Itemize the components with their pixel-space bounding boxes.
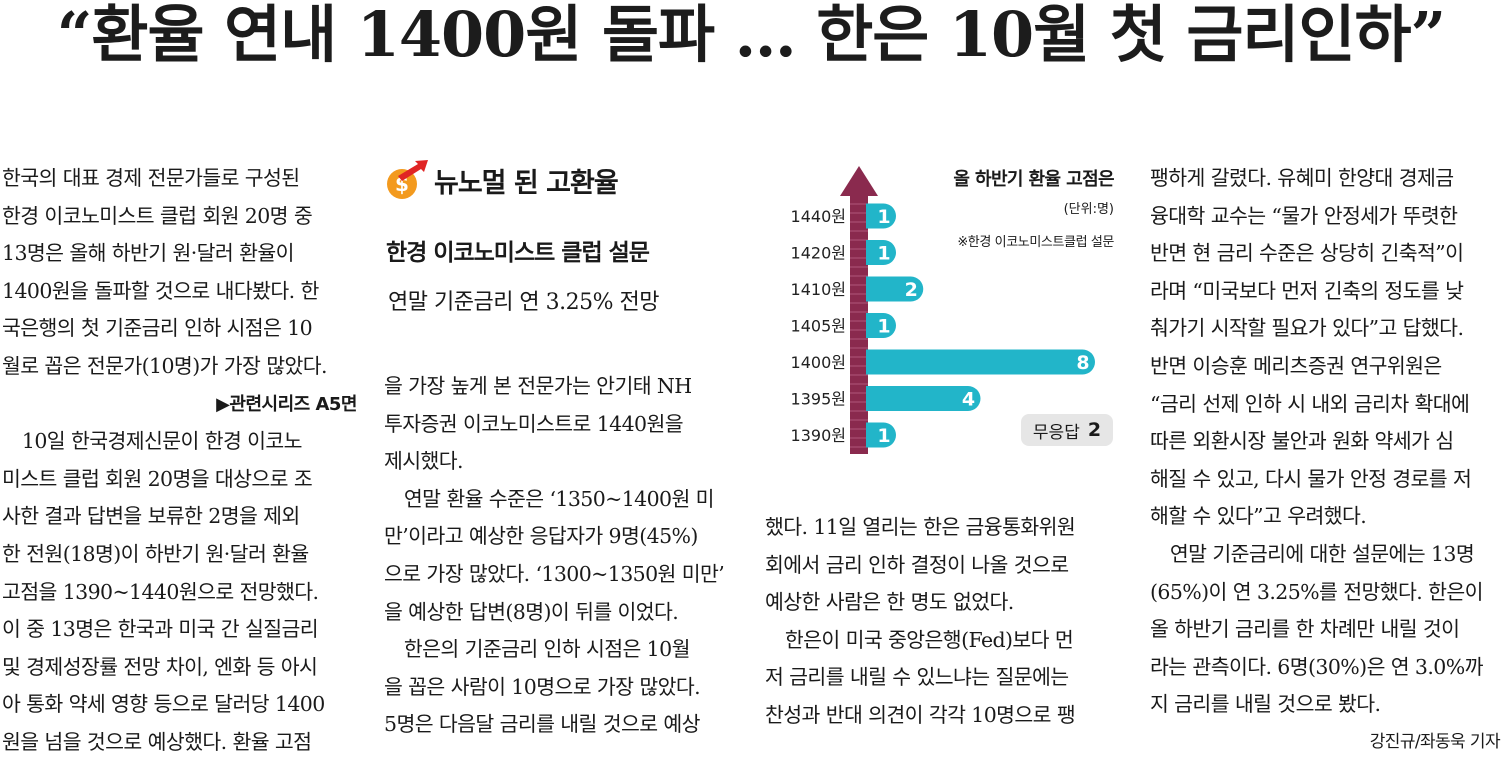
text-line: 월로 꼽은 전문가(10명)가 가장 많았다. xyxy=(2,353,328,378)
text-line: 팽하게 갈렸다. 유혜미 한양대 경제금 xyxy=(1150,166,1454,190)
text-line: 을 꼽은 사람이 10명으로 가장 많았다. xyxy=(384,674,701,699)
byline: 강진규/좌동욱 기자 xyxy=(1369,731,1501,752)
arrow-head xyxy=(840,166,878,196)
bar-cap xyxy=(866,313,879,338)
tick-label: 1420원 xyxy=(791,244,846,263)
text-line: 회에서 금리 인하 결정이 나올 것으로 xyxy=(765,552,1069,577)
bar-cap xyxy=(866,349,879,375)
text-line: 10일 한국경제신문이 한경 이코노 xyxy=(2,429,303,454)
text-line: 고점을 1390~1440원으로 전망했다. xyxy=(2,579,319,604)
chart-source: ※한경 이코노미스트클럽 설문 xyxy=(957,235,1114,250)
text-line: 아 통화 약세 영향 등으로 달러당 1400 xyxy=(2,692,325,717)
text-line: 반면 이승훈 메리츠증권 연구위원은 xyxy=(1150,353,1442,378)
graphic-title: $ 뉴노멀 된 고환율 xyxy=(384,158,619,202)
tick-label: 1390원 xyxy=(791,426,846,445)
text-line: “금리 선제 인하 시 내외 금리차 확대에 xyxy=(1150,391,1470,416)
bar xyxy=(866,386,981,411)
text-line: 따른 외환시장 불안과 원화 약세가 심 xyxy=(1150,429,1454,454)
bar-cap xyxy=(866,386,879,411)
text-line: 라며 “미국보다 먼저 긴축의 정도를 낮 xyxy=(1150,278,1464,303)
survey-title: 한경 이코노미스트 클럽 설문 xyxy=(386,240,650,266)
bar-cap xyxy=(866,240,879,265)
text-line: 연말 기준금리에 대한 설문에는 13명 xyxy=(1150,541,1475,566)
text-line: 찬성과 반대 의견이 각각 10명으로 팽 xyxy=(765,702,1076,727)
tick-label: 1395원 xyxy=(791,390,846,409)
text-line: 만’이라고 예상한 응답자가 9명(45%) xyxy=(384,524,698,549)
text-line: 5명은 다음달 금리를 내릴 것으로 예상 xyxy=(384,712,701,737)
text-line: 한경 이코노미스트 클럽 회원 20명 중 xyxy=(2,203,313,228)
dollar-arrow-icon: $ xyxy=(387,160,428,199)
text-line: 국은행의 첫 기준금리 인하 시점은 10 xyxy=(2,316,313,341)
chart-title: 올 하반기 환율 고점은 xyxy=(953,169,1114,190)
chart-unit: (단위:명) xyxy=(1063,202,1114,217)
text-line: 제시했다. xyxy=(384,449,464,474)
headline: “환율 연내 1400원 돌파 … 한은 10월 첫 금리인하” xyxy=(56,0,1446,71)
text-line: 사한 결과 답변을 보류한 2명을 제외 xyxy=(2,504,300,529)
graphic-title-text: 뉴노멀 된 고환율 xyxy=(434,167,619,199)
no-response-value: 2 xyxy=(1087,419,1102,441)
data-label: 1 xyxy=(877,316,890,338)
no-response-badge: 무응답 2 xyxy=(1021,414,1113,446)
text-line: 저 금리를 내릴 수 있느냐는 질문에는 xyxy=(765,665,1069,690)
related-series-link[interactable]: ▶관련시리즈 A5면 xyxy=(216,393,357,415)
text-line: 춰가기 시작할 필요가 있다”고 답했다. xyxy=(1150,316,1464,341)
text-line: 미스트 클럽 회원 20명을 대상으로 조 xyxy=(2,466,313,491)
bar-cap xyxy=(866,203,879,229)
text-line: 한은이 미국 중앙은행(Fed)보다 먼 xyxy=(765,627,1074,652)
survey-subtitle: 연말 기준금리 연 3.25% 전망 xyxy=(388,290,660,315)
text-line: 으로 가장 많았다. ‘1300~1350원 미만’ xyxy=(384,561,725,586)
text-line: 원을 넘을 것으로 예상했다. 환율 고점 xyxy=(2,729,312,754)
text-line: (65%)이 연 3.25%를 전망했다. 한은이 xyxy=(1150,579,1483,604)
text-line: 13명은 올해 하반기 원·달러 환율이 xyxy=(2,241,294,266)
text-line: 한은의 기준금리 인하 시점은 10월 xyxy=(384,637,691,662)
text-line: 이 중 13명은 한국과 미국 간 실질금리 xyxy=(2,617,319,642)
bar-cap xyxy=(866,276,879,302)
exchange-rate-peak-chart: 1440원 1 1420원 1 1410원 2 1405원 1 1400원 8 1395원 4 1390… xyxy=(791,166,1095,454)
text-line: 한 전원(18명)이 하반기 원·달러 환율 xyxy=(2,541,309,566)
text-line: 1400원을 돌파할 것으로 내다봤다. 한 xyxy=(2,278,319,303)
text-line: 한국의 대표 경제 전문가들로 구성된 xyxy=(2,166,300,190)
text-line: 했다. 11일 열리는 한은 금융통화위원 xyxy=(765,515,1076,539)
text-line: 투자증권 이코노미스트로 1440원을 xyxy=(384,411,684,436)
text-line: 라는 관측이다. 6명(30%)은 연 3.0%까 xyxy=(1150,654,1483,679)
text-line: 지 금리를 내릴 것으로 봤다. xyxy=(1150,692,1381,717)
text-line: 해질 수 있고, 다시 물가 안정 경로를 저 xyxy=(1150,466,1472,491)
bar xyxy=(866,276,924,302)
bar xyxy=(866,349,1095,375)
data-label: 1 xyxy=(877,206,890,228)
text-line: 예상한 사람은 한 명도 없었다. xyxy=(765,590,1014,615)
text-line: 및 경제성장률 전망 차이, 엔화 등 아시 xyxy=(2,654,318,679)
data-label: 8 xyxy=(1076,352,1089,374)
tick-label: 1410원 xyxy=(791,280,846,299)
text-line: 연말 환율 수준은 ‘1350~1400원 미 xyxy=(384,486,715,511)
data-label: 1 xyxy=(877,243,890,265)
text-line: 해할 수 있다”고 우려했다. xyxy=(1150,504,1367,529)
data-label: 2 xyxy=(905,279,918,301)
data-label: 1 xyxy=(877,425,890,447)
text-line: 올 하반기 금리를 한 차례만 내릴 것이 xyxy=(1150,617,1460,642)
arrow-shaft xyxy=(850,196,868,454)
tick-label: 1440원 xyxy=(791,207,846,226)
text-line: 반면 현 금리 수준은 상당히 긴축적”이 xyxy=(1150,241,1464,266)
article-column-2: 을 가장 높게 본 전문가는 안기태 NH 투자증권 이코노미스트로 1440원을… xyxy=(384,368,736,744)
bar-cap xyxy=(866,422,879,448)
text-line: 을 예상한 답변(8명)이 뒤를 이었다. xyxy=(384,599,679,624)
no-response-label: 무응답 xyxy=(1032,422,1080,443)
tick-label: 1400원 xyxy=(791,353,846,372)
text-line: 을 가장 높게 본 전문가는 안기태 NH xyxy=(384,374,692,398)
tick-label: 1405원 xyxy=(791,317,846,336)
text-line: 융대학 교수는 “물가 안정세가 뚜렷한 xyxy=(1150,203,1458,228)
data-label: 4 xyxy=(962,389,975,411)
